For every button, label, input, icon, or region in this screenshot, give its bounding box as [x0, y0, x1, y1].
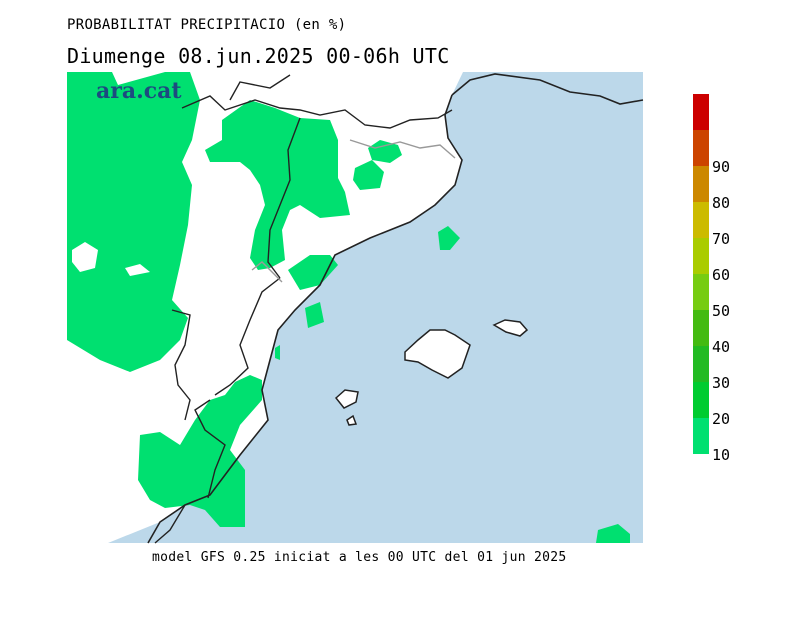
ibiza [334, 389, 359, 409]
precip-areas [67, 72, 630, 543]
legend-swatch-40 [693, 310, 709, 346]
map-subtitle: Diumenge 08.jun.2025 00-06h UTC [67, 44, 450, 68]
model-info: model GFS 0.25 iniciat a les 00 UTC del … [152, 550, 567, 565]
legend-swatch-top [693, 94, 709, 130]
legend-label-80: 80 [712, 194, 730, 212]
dry-holes [72, 165, 250, 276]
balearic-islands [334, 319, 529, 426]
legend-swatch-70 [693, 202, 709, 238]
formentera [346, 414, 358, 426]
legend-swatch-50 [693, 274, 709, 310]
legend-label-30: 30 [712, 374, 730, 392]
precip-blob-mid [305, 302, 324, 328]
legend-swatch-60 [693, 238, 709, 274]
precip-small-dot [275, 345, 280, 360]
mallorca [404, 329, 471, 379]
menorca [492, 319, 529, 337]
precip-se-blob [596, 524, 630, 543]
coastline [147, 94, 463, 544]
legend-label-10: 10 [712, 446, 730, 464]
ara-logo: ara.cat [96, 78, 182, 104]
map-title: PROBABILITAT PRECIPITACIO (en %) [67, 17, 347, 33]
legend-swatch-10 [693, 418, 709, 454]
france-border [349, 139, 456, 159]
precip-ne-blob [368, 140, 402, 163]
legend-label-70: 70 [712, 230, 730, 248]
precip-coastal-strip [288, 255, 338, 290]
legend-swatch-80 [693, 166, 709, 202]
precip-south-mass [138, 375, 262, 527]
legend-swatch-20 [693, 382, 709, 418]
legend-label-60: 60 [712, 266, 730, 284]
legend-label-20: 20 [712, 410, 730, 428]
precip-central-north [205, 100, 350, 270]
north-coastline [451, 73, 644, 105]
andorra-border [251, 261, 283, 283]
legend-label-90: 90 [712, 158, 730, 176]
precip-blob-offshore [438, 226, 460, 250]
legend-swatch-90 [693, 130, 709, 166]
legend-label-40: 40 [712, 338, 730, 356]
region-borders [154, 74, 453, 544]
legend-label-50: 50 [712, 302, 730, 320]
sea-area [108, 72, 643, 543]
precip-ne-blob2 [353, 160, 384, 190]
precip-west-block [67, 72, 200, 372]
legend-swatch-30 [693, 346, 709, 382]
